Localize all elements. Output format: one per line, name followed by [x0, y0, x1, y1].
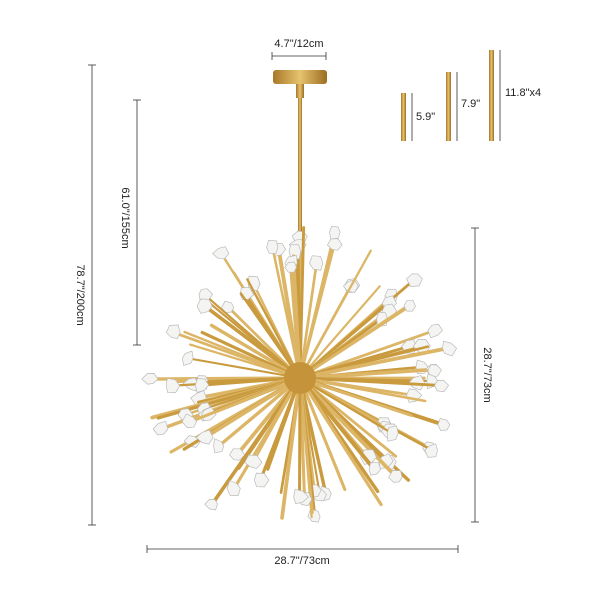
crystal — [165, 324, 181, 340]
arm — [298, 285, 381, 380]
crystal — [329, 226, 341, 240]
arm — [200, 376, 302, 387]
crystal — [388, 470, 403, 483]
crystal — [229, 448, 246, 461]
arm — [298, 249, 372, 380]
arm — [298, 376, 383, 507]
hub — [284, 362, 316, 394]
arm — [298, 376, 427, 403]
canopy-width: 4.7"/12cm — [274, 38, 323, 50]
body-height: 28.7"/73cm — [481, 347, 493, 402]
crystal — [427, 323, 443, 339]
arm — [186, 357, 302, 380]
arm — [271, 246, 302, 380]
crystal — [141, 373, 159, 385]
rod-length: 5.9" — [416, 111, 435, 123]
arm — [217, 376, 302, 448]
rod-sample — [401, 93, 406, 141]
arm — [298, 376, 413, 417]
arm — [298, 346, 450, 380]
arm — [203, 376, 302, 440]
crystal — [213, 438, 225, 454]
dimension-lines — [88, 50, 501, 553]
crystal — [152, 420, 169, 436]
arm — [298, 376, 442, 387]
crystal — [266, 240, 279, 254]
crystal — [437, 417, 451, 431]
crystal — [293, 488, 309, 505]
crystal — [288, 244, 302, 260]
rod-sample — [489, 50, 494, 141]
crystal — [424, 443, 438, 458]
crystal — [309, 255, 324, 271]
crystal — [196, 298, 213, 314]
crystal — [368, 461, 381, 476]
arm — [280, 376, 302, 520]
arm — [298, 243, 336, 380]
down-rod — [298, 98, 302, 248]
crystal — [183, 435, 202, 448]
arm — [252, 376, 302, 464]
crystal — [181, 350, 194, 366]
arm — [298, 261, 318, 380]
overall-height: 78.7"/200cm — [74, 264, 86, 325]
rod-length: 7.9" — [461, 98, 480, 110]
arm — [298, 304, 411, 380]
crystal — [194, 378, 210, 393]
canopy — [273, 70, 327, 84]
crystal — [204, 499, 218, 511]
arm — [298, 376, 394, 435]
arm — [298, 376, 399, 480]
crystal — [434, 379, 450, 393]
drop-height: 61.0"/155cm — [119, 187, 131, 248]
body-width: 28.7"/73cm — [274, 555, 329, 567]
crystal — [326, 238, 343, 251]
crystal — [403, 299, 416, 312]
crystal — [226, 480, 241, 496]
arm — [189, 343, 302, 380]
crystal — [254, 472, 270, 488]
arm — [209, 323, 302, 380]
crystal — [284, 261, 297, 273]
rod-length: 11.8"x4 — [505, 87, 541, 99]
crystal — [244, 454, 263, 469]
crystal — [386, 425, 399, 442]
arm — [266, 376, 302, 471]
crystal — [427, 364, 442, 378]
arm — [246, 278, 302, 380]
canopy-neck — [296, 84, 304, 98]
crystal — [221, 300, 235, 314]
crystal — [195, 429, 214, 445]
chandelier — [141, 70, 458, 523]
arm — [298, 376, 347, 492]
crystal — [165, 377, 181, 393]
arm — [203, 304, 302, 380]
crystal — [442, 340, 458, 357]
arm — [298, 226, 306, 380]
crystal — [181, 413, 197, 429]
crystal — [212, 246, 230, 260]
rod-sample — [446, 72, 451, 141]
arm — [239, 292, 302, 380]
crystal — [406, 273, 423, 287]
arm — [189, 376, 302, 424]
